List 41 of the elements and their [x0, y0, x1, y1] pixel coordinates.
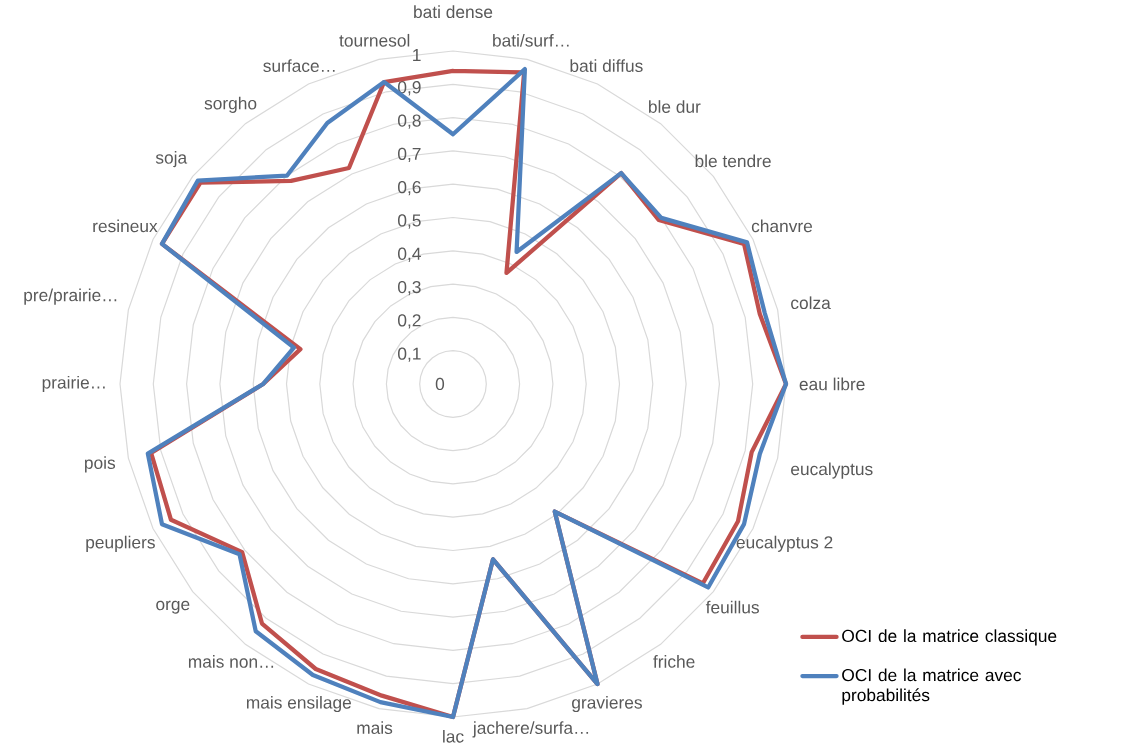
- spoke-label: ble tendre: [695, 154, 771, 168]
- y-tick-label: 0,8: [398, 114, 421, 129]
- spoke-label: pois: [84, 456, 116, 473]
- spoke-label: tournesol: [339, 33, 410, 47]
- spoke-label: jachere/surfa…: [472, 721, 589, 738]
- spoke-label: resineux: [93, 219, 158, 233]
- spoke-label: eucalyptus 2: [736, 535, 833, 552]
- spoke-label: prairie…: [42, 375, 105, 393]
- spoke-label: soja: [155, 151, 188, 168]
- legend-label: OCI de la matrice classique: [842, 629, 1057, 646]
- spoke-label: peupliers: [86, 535, 155, 552]
- spoke-label: bati diffus: [570, 59, 643, 73]
- y-tick-label: 0,2: [398, 314, 421, 329]
- spoke-label: friche: [653, 655, 695, 668]
- spoke-label: surface…: [263, 59, 335, 73]
- spoke-label: ble dur: [648, 100, 701, 113]
- y-tick-label: 1: [413, 49, 421, 61]
- spoke-label: pre/prairie…: [24, 288, 117, 305]
- spoke-label: lac: [443, 729, 464, 743]
- spoke-label: mais non…: [188, 655, 274, 668]
- spoke-label: mais: [357, 721, 393, 735]
- y-tick-label: 0,5: [398, 214, 421, 229]
- spoke-label: bati dense: [414, 5, 493, 19]
- legend-label: OCI de la matrice avec probabilités: [842, 668, 1021, 705]
- spoke-label: chanvre: [751, 219, 813, 233]
- y-tick-label: 0,4: [398, 247, 421, 262]
- spoke-label: bati/surf…: [493, 33, 569, 47]
- spoke-label: feuillus: [705, 600, 759, 614]
- spoke-label: gravieres: [572, 695, 642, 713]
- y-tick-label: 0,1: [398, 347, 421, 362]
- y-tick-label: 0,7: [398, 147, 421, 163]
- spoke-label: eucalyptus: [791, 462, 873, 479]
- y-tick-label: 0: [435, 377, 445, 391]
- y-tick-label: 0,9: [398, 81, 421, 96]
- y-tick-label: 0,6: [398, 181, 421, 196]
- spoke-label: eau libre: [799, 377, 865, 391]
- spoke-label: colza: [791, 296, 831, 310]
- y-tick-label: 0,3: [398, 280, 421, 296]
- spoke-label: mais ensilage: [246, 695, 351, 713]
- spoke-label: sorgho: [204, 96, 257, 113]
- spoke-label: orge: [156, 600, 190, 614]
